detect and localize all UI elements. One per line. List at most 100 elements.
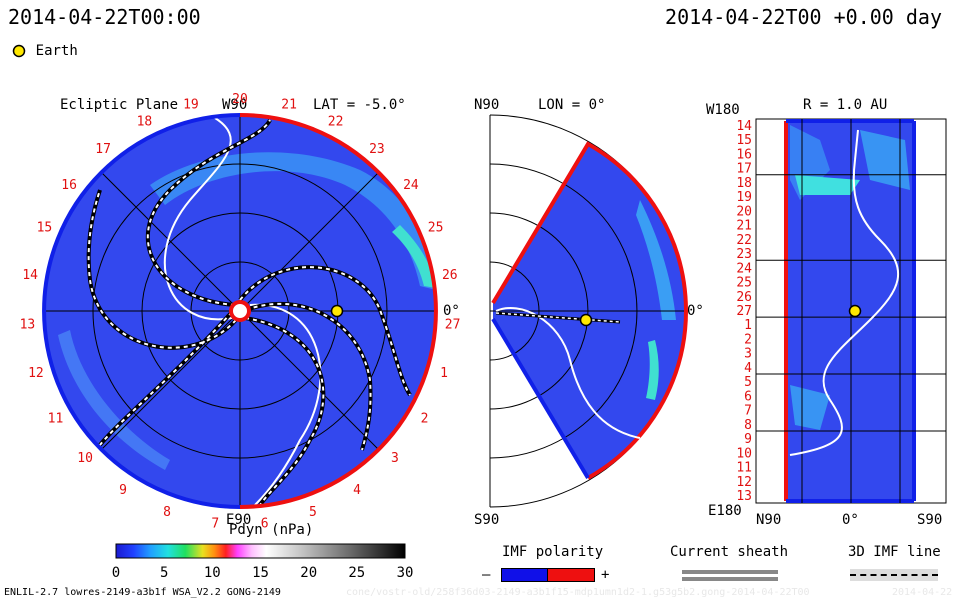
carrington-number: 21 (281, 98, 297, 113)
radial-row-label: 20 (736, 204, 752, 219)
meridional-right-label: 0° (687, 303, 704, 319)
colorbar-tick-label: 15 (252, 565, 269, 581)
radial-row-label: 19 (736, 190, 752, 205)
carrington-number: 22 (328, 115, 344, 130)
radial-row-label: 5 (744, 375, 752, 390)
imf-line-3d-dash (850, 574, 938, 576)
meridional-pressure-band (636, 200, 676, 320)
carrington-number: 11 (48, 412, 64, 427)
carrington-number: 1 (440, 366, 448, 381)
earth-legend-label: Earth (35, 43, 78, 59)
radial-band-3 (790, 385, 830, 430)
meridional-bottom-label: S90 (474, 512, 500, 528)
ecliptic-title: Ecliptic Plane (60, 97, 179, 113)
carrington-number: 8 (163, 505, 171, 520)
carrington-number: 9 (119, 483, 127, 498)
radial-row-label: 16 (736, 148, 752, 163)
imf-polarity-title: IMF polarity (502, 544, 604, 560)
carrington-number: 5 (309, 505, 317, 520)
carrington-number: 26 (442, 268, 458, 283)
radial-row-label: 10 (736, 446, 752, 461)
carrington-number: 19 (183, 98, 199, 113)
sun-icon (229, 300, 251, 322)
carrington-number: 18 (137, 115, 153, 130)
radial-row-label: 4 (744, 361, 752, 376)
meridional-grid (489, 163, 686, 459)
radial-row-label: 22 (736, 233, 752, 248)
current-sheath-swatch-2 (682, 577, 778, 581)
colorbar-tick-label: 10 (204, 565, 221, 581)
carrington-number: 12 (28, 366, 44, 381)
ecliptic-rim-minus (42, 113, 241, 509)
ecliptic-top-label: W90 (222, 97, 248, 113)
radial-row-label: 25 (736, 276, 752, 291)
radial-row-labels: 1415161718192021222324252627123456789101… (736, 119, 752, 504)
ecliptic-rim-plus (239, 113, 438, 509)
radial-grid (756, 119, 946, 503)
watermark-date: 2014-04-22 (892, 587, 953, 598)
radial-row-label: 17 (736, 162, 752, 177)
radial-row-label: 27 (736, 304, 752, 319)
carrington-number: 13 (20, 317, 36, 332)
radial-row-label: 21 (736, 219, 752, 234)
current-sheath-title: Current sheath (670, 544, 789, 560)
imf-minus-label: – (482, 567, 491, 583)
earth-marker-meridional (579, 313, 593, 327)
radial-row-label: 9 (744, 432, 752, 447)
meridional-imf-line-dash (495, 312, 621, 323)
carrington-number: 15 (37, 221, 53, 236)
meridional-rim-minus (491, 317, 590, 480)
ecliptic-pressure-band-2 (58, 330, 170, 470)
meridional-rim-plus-lower (587, 310, 688, 480)
radial-axis-n90: N90 (756, 512, 782, 528)
carrington-number: 6 (261, 517, 269, 532)
earth-icon (12, 44, 26, 57)
colorbar-tick-label: 0 (112, 565, 120, 581)
colorbar-tick-label: 5 (160, 565, 168, 581)
radial-title: R = 1.0 AU (803, 97, 888, 113)
colorbar-tick-label: 25 (348, 565, 365, 581)
current-sheath-swatch-1 (682, 570, 778, 574)
radial-row-label: 12 (736, 475, 752, 490)
ecliptic-bottom-label: E90 (226, 512, 252, 528)
carrington-number: 2 (421, 412, 429, 427)
current-sheath-lines-dash (87, 119, 411, 506)
radial-axis-0: 0° (842, 512, 859, 528)
meridional-top-label: N90 (474, 97, 500, 113)
carrington-numbers: 20 21222324252627123456789101112131415161… (20, 92, 461, 532)
carrington-number: 20 (232, 92, 248, 107)
colorbar-ticks: 0 5 10 15 20 25 30 (112, 565, 414, 581)
colorbar-tick-label: 20 (300, 565, 317, 581)
carrington-number: 3 (391, 451, 399, 466)
radial-row-label: 7 (744, 404, 752, 419)
carrington-number: 16 (61, 178, 77, 193)
watermark: cone/vostr-old/258f36d03-2149-a3b1f15-md… (346, 587, 810, 598)
carrington-number: 4 (353, 483, 361, 498)
radial-bottom-left-label: E180 (708, 503, 742, 519)
radial-row-label: 14 (736, 119, 752, 134)
ecliptic-lat-label: LAT = -5.0° (313, 97, 406, 113)
earth-marker-radial (848, 304, 862, 318)
ecliptic-pressure-peak (392, 225, 436, 288)
datetime-right: 2014-04-22T00 +0.00 day (665, 5, 942, 29)
radial-row-label: 8 (744, 418, 752, 433)
radial-row-label: 2 (744, 333, 752, 348)
meridional-pressure-peak (646, 340, 659, 400)
ecliptic-spiral-lines (163, 117, 322, 506)
radial-row-label: 15 (736, 133, 752, 148)
radial-sheath (789, 129, 899, 456)
radial-row-label: 26 (736, 290, 752, 305)
radial-row-label: 3 (744, 347, 752, 362)
model-info: ENLIL-2.7 lowres-2149-a3b1f WSA_V2.2 GON… (4, 587, 281, 598)
radial-row-label: 11 (736, 461, 752, 476)
meridional-lon-label: LON = 0° (538, 97, 606, 113)
radial-row-label: 24 (736, 261, 752, 276)
carrington-number: 14 (22, 268, 38, 283)
meridional-rim-plus (491, 141, 688, 312)
radial-row-label: 6 (744, 389, 752, 404)
carrington-number: 7 (211, 517, 219, 532)
